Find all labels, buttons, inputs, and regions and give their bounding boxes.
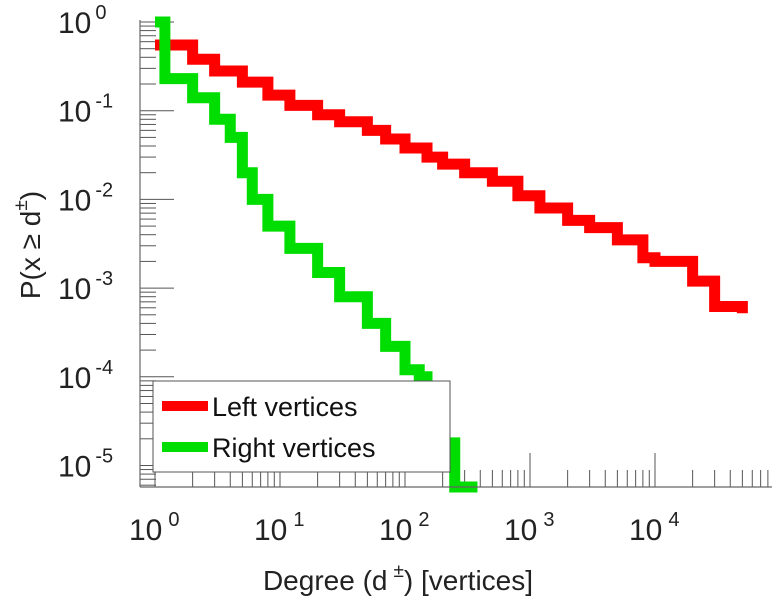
y-tick-label: 10 -1: [58, 91, 113, 129]
svg-text:Degree (d±) [vertices]: Degree (d ±) [vertices]: [263, 561, 533, 596]
tick-labels: 10 0 10 1 10 2 10 3 10 4 10 0 10 -1 10 -2 10 -3 10 -4 10 -5: [58, 2, 680, 547]
legend: Left vertices Right vertices: [152, 380, 451, 473]
y-axis-label: P(x ≥ d±): [11, 191, 46, 299]
y-tick-label: 10 -3: [58, 268, 113, 306]
legend-item-right: Right vertices: [162, 433, 376, 463]
x-tick-label: 10 0: [129, 509, 180, 547]
x-tick-label: 10 1: [254, 509, 305, 547]
legend-label-right: Right vertices: [212, 433, 376, 463]
y-tick-label: 10 0: [58, 2, 107, 40]
legend-label-left: Left vertices: [212, 392, 358, 422]
x-tick-label: 10 2: [379, 509, 430, 547]
x-tick-label: 10 4: [629, 509, 680, 547]
y-tick-label: 10 -2: [58, 179, 113, 217]
minor-ticks: [140, 21, 769, 487]
y-tick-label: 10 -4: [58, 357, 113, 395]
axes-layer: [139, 20, 772, 488]
legend-item-left: Left vertices: [162, 392, 358, 422]
x-tick-label: 10 3: [504, 509, 555, 547]
svg-text:P(x ≥ d±): P(x ≥ d±): [11, 191, 46, 299]
legend-box: [152, 380, 451, 473]
y-tick-label: 10 -5: [58, 446, 113, 484]
series-line-left: [155, 39, 748, 314]
x-axis-label: Degree (d ±) [vertices]: [263, 561, 533, 596]
